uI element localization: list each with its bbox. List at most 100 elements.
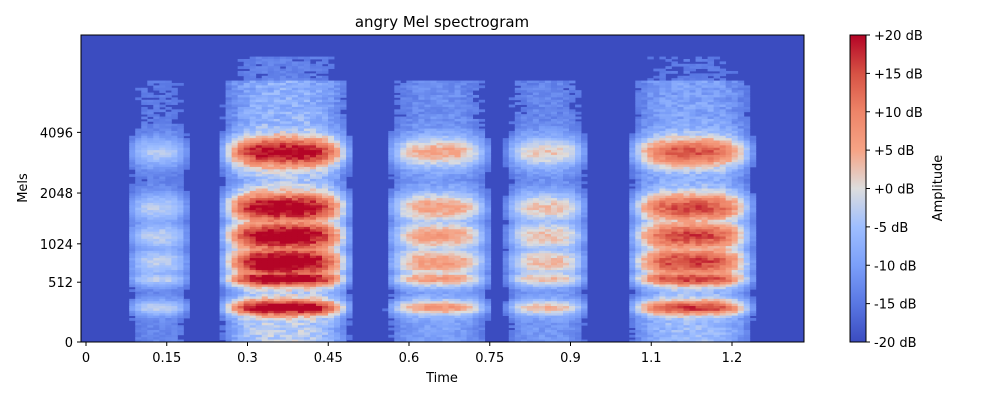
heatmap-cell (322, 265, 329, 269)
heatmap-cell (406, 181, 413, 185)
heatmap-cell (153, 99, 160, 103)
heatmap-cell (165, 310, 172, 314)
heatmap-cell (237, 229, 245, 233)
heatmap-cell (442, 334, 449, 338)
heatmap-cell (315, 255, 323, 259)
heatmap-cell (249, 106, 257, 110)
heatmap-cell (273, 159, 281, 163)
heatmap-cell (424, 236, 431, 240)
heatmap-cell (177, 236, 184, 240)
heatmap-cell (135, 150, 142, 153)
heatmap-cell (297, 294, 305, 297)
heatmap-cell (454, 262, 461, 266)
heatmap-cell (454, 298, 461, 302)
heatmap-cell (285, 294, 293, 297)
heatmap-cell (436, 94, 443, 98)
heatmap-cell (177, 224, 184, 228)
heatmap-cell (340, 260, 347, 264)
heatmap-cell (406, 135, 413, 139)
heatmap-cell (400, 133, 407, 137)
heatmap-cell (346, 195, 353, 199)
heatmap-cell (346, 315, 353, 319)
heatmap-cell (315, 166, 323, 170)
heatmap-cell (273, 188, 281, 192)
heatmap-cell (400, 94, 407, 98)
heatmap-cell (418, 234, 425, 237)
heatmap-cell (141, 298, 148, 302)
heatmap-cell (273, 193, 281, 197)
heatmap-cell (231, 202, 239, 206)
heatmap-cell (129, 298, 136, 302)
heatmap-cell (147, 270, 154, 273)
heatmap-cell (466, 200, 474, 204)
heatmap-cell (472, 279, 480, 283)
heatmap-cell (225, 286, 233, 290)
heatmap-cell (424, 82, 431, 86)
heatmap-cell (424, 291, 431, 295)
heatmap-cell (460, 82, 467, 86)
heatmap-cell (303, 339, 311, 343)
heatmap-cell (460, 126, 467, 129)
heatmap-cell (424, 265, 431, 269)
heatmap-cell (406, 82, 413, 86)
heatmap-cell (346, 171, 353, 175)
heatmap-cell (261, 68, 269, 72)
heatmap-cell (285, 118, 293, 122)
heatmap-cell (454, 200, 461, 204)
heatmap-cell (400, 289, 407, 293)
heatmap-cell (309, 308, 317, 312)
heatmap-cell (243, 102, 251, 105)
heatmap-cell (328, 166, 335, 170)
heatmap-cell (171, 289, 178, 293)
heatmap-cell (219, 274, 226, 278)
heatmap-cell (436, 337, 443, 341)
heatmap-cell (231, 133, 239, 137)
heatmap-cell (291, 210, 299, 213)
heatmap-cell (135, 133, 142, 137)
heatmap-cell (219, 241, 226, 245)
heatmap-cell (412, 260, 419, 264)
heatmap-cell (406, 272, 413, 276)
heatmap-cell (225, 248, 233, 252)
heatmap-cell (334, 294, 341, 297)
heatmap-cell (322, 70, 329, 74)
heatmap-cell (448, 313, 455, 317)
heatmap-cell (418, 150, 425, 153)
heatmap-cell (303, 306, 311, 309)
heatmap-cell (322, 104, 329, 108)
heatmap-cell (219, 116, 226, 120)
heatmap-cell (466, 320, 474, 324)
heatmap-cell (406, 190, 413, 194)
heatmap-cell (279, 198, 287, 201)
heatmap-cell (309, 130, 317, 134)
heatmap-cell (322, 150, 329, 153)
heatmap-cell (436, 212, 443, 216)
heatmap-cell (141, 195, 148, 199)
heatmap-cell (237, 303, 245, 307)
heatmap-cell (225, 327, 233, 331)
heatmap-cell (285, 234, 293, 237)
heatmap-cell (442, 123, 449, 127)
heatmap-cell (219, 255, 226, 259)
heatmap-cell (129, 260, 136, 264)
heatmap-cell (448, 157, 455, 161)
heatmap-cell (243, 118, 251, 122)
heatmap-cell (291, 272, 299, 276)
heatmap-cell (237, 169, 245, 173)
heatmap-cell (261, 178, 269, 182)
heatmap-cell (141, 286, 148, 290)
heatmap-cell (279, 303, 287, 307)
heatmap-cell (334, 150, 341, 153)
heatmap-cell (237, 205, 245, 209)
heatmap-cell (141, 133, 148, 137)
heatmap-cell (297, 282, 305, 285)
heatmap-cell (225, 94, 233, 98)
heatmap-cell (141, 318, 148, 321)
heatmap-cell (303, 296, 311, 300)
heatmap-cell (231, 313, 239, 317)
heatmap-cell (297, 212, 305, 216)
heatmap-cell (159, 212, 166, 216)
heatmap-cell (255, 186, 263, 189)
heatmap-cell (273, 104, 281, 108)
heatmap-cell (243, 159, 251, 163)
